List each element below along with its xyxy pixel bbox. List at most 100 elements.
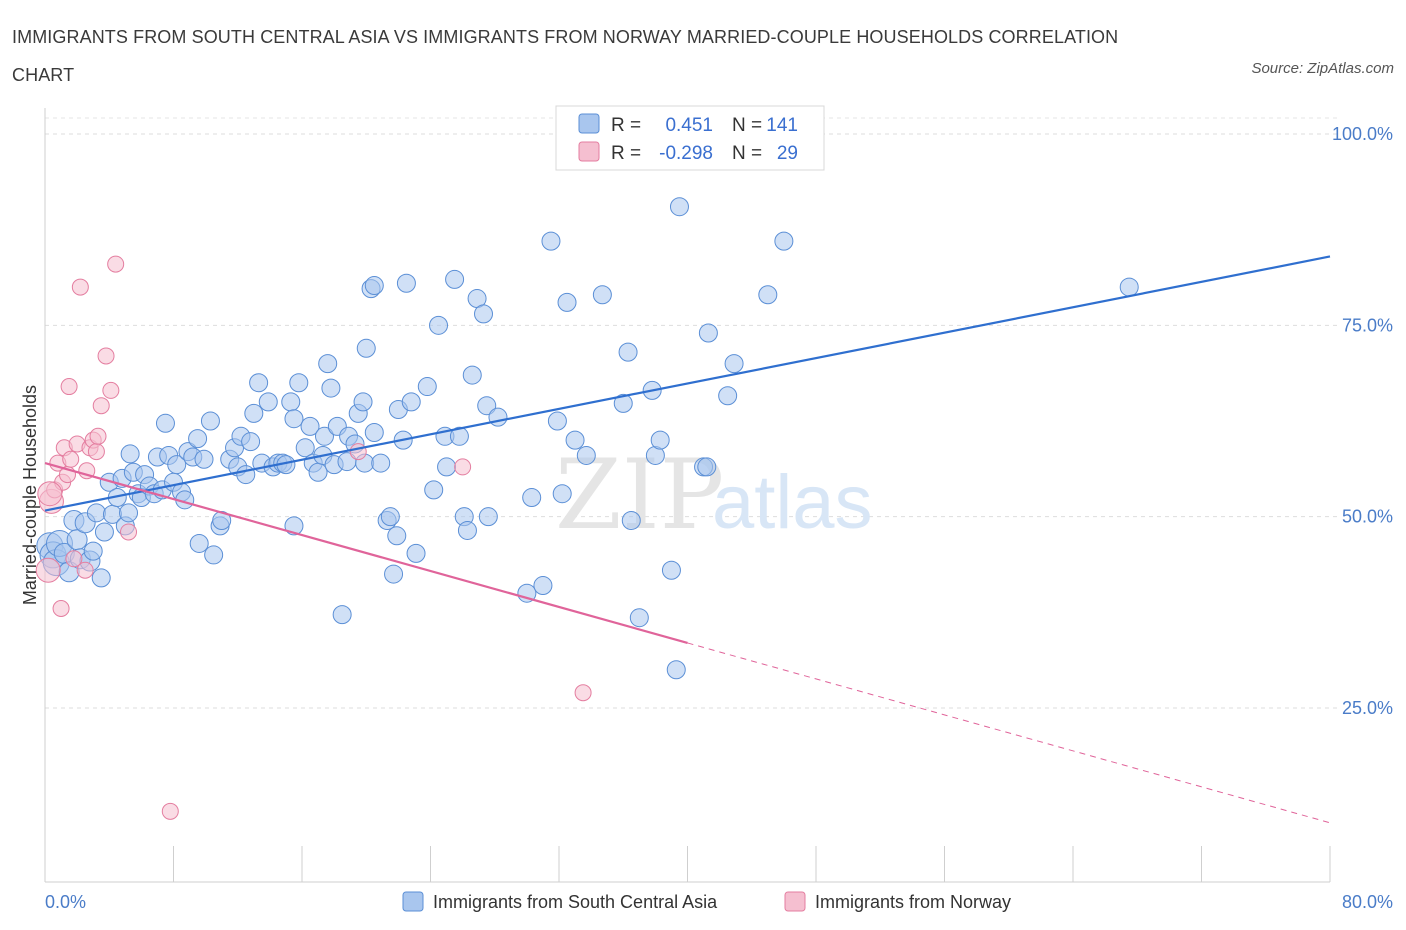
point-sca-131	[698, 323, 718, 343]
point-sca-66	[308, 462, 328, 482]
trend-lines	[44, 255, 1331, 824]
x-tick-marks	[44, 846, 1331, 882]
point-sca-84	[371, 453, 391, 473]
point-norway-25	[349, 443, 367, 461]
point-sca-82	[364, 422, 384, 442]
point-sca-91	[396, 273, 416, 293]
point-sca-80	[356, 338, 376, 358]
point-sca-94	[417, 377, 437, 397]
point-norway-9	[62, 450, 80, 468]
point-sca-103	[462, 365, 482, 385]
point-sca-102	[457, 520, 477, 540]
trend-line-sca	[44, 255, 1331, 512]
point-sca-111	[533, 576, 553, 596]
point-sca-14	[94, 522, 114, 542]
point-sca-122	[629, 608, 649, 628]
point-sca-135	[774, 231, 794, 251]
point-sca-95	[424, 480, 444, 500]
point-sca-107	[478, 507, 498, 527]
point-sca-21	[120, 444, 140, 464]
correlation-legend: R = 0.451 N = 141 R = -0.298 N = 29	[555, 105, 825, 171]
legend-swatch-blue	[578, 113, 600, 134]
point-sca-115	[557, 292, 577, 312]
legend-r-label-2: R =	[611, 143, 641, 164]
point-norway-26	[454, 458, 472, 476]
point-sca-99	[445, 269, 465, 289]
series-legend: Immigrants from South Central Asia Immig…	[402, 891, 1011, 912]
point-sca-40	[194, 449, 214, 469]
bottom-legend-label-blue: Immigrants from South Central Asia	[433, 892, 718, 912]
point-sca-20	[119, 503, 139, 523]
point-sca-130	[697, 457, 717, 477]
point-sca-118	[592, 285, 612, 305]
x-tick-label-min: 0.0%	[45, 892, 86, 912]
bottom-legend-label-pink: Immigrants from Norway	[815, 892, 1011, 912]
point-norway-13	[76, 561, 94, 579]
point-norway-8	[60, 378, 78, 396]
point-sca-41	[200, 411, 220, 431]
legend-n-label-2: N =	[732, 143, 762, 164]
legend-n-label-1: N =	[732, 115, 762, 136]
point-sca-92	[401, 392, 421, 412]
point-sca-100	[449, 426, 469, 446]
point-sca-64	[300, 416, 320, 436]
point-sca-86	[380, 507, 400, 527]
point-sca-59	[281, 392, 301, 412]
point-norway-22	[107, 255, 125, 273]
point-sca-114	[552, 484, 572, 504]
point-sca-39	[189, 533, 209, 553]
point-sca-54	[258, 392, 278, 412]
point-sca-68	[314, 426, 334, 446]
point-sca-108	[488, 407, 508, 427]
point-sca-133	[724, 354, 744, 374]
point-sca-61	[284, 516, 304, 536]
point-sca-30	[155, 413, 175, 433]
x-tick-label-max: 80.0%	[1342, 892, 1393, 912]
legend-r-value-2: -0.298	[659, 143, 713, 164]
point-sca-38	[188, 429, 208, 449]
point-norway-18	[89, 427, 107, 445]
point-sca-62	[289, 373, 309, 393]
point-norway-4	[52, 600, 70, 618]
legend-r-value-1: 0.451	[665, 115, 713, 136]
point-sca-126	[666, 660, 686, 680]
point-sca-106	[477, 396, 497, 416]
point-sca-105	[474, 304, 494, 324]
point-sca-136	[1119, 277, 1139, 297]
point-sca-88	[387, 526, 407, 546]
point-sca-116	[565, 430, 585, 450]
y-tick-label-2: 75.0%	[1342, 315, 1393, 335]
legend-n-value-1: 141	[766, 115, 798, 136]
point-norway-27	[574, 684, 592, 702]
bottom-legend-swatch-blue	[402, 891, 424, 912]
legend-r-label-1: R =	[611, 115, 641, 136]
point-sca-73	[332, 605, 352, 625]
gridlines	[45, 117, 1340, 709]
watermark-atlas: atlas	[712, 460, 873, 545]
point-sca-70	[321, 378, 341, 398]
point-sca-120	[618, 342, 638, 362]
point-sca-60	[284, 409, 304, 429]
point-sca-93	[406, 543, 426, 563]
point-norway-23	[120, 523, 138, 541]
point-sca-113	[547, 411, 567, 431]
point-norway-0	[35, 557, 61, 583]
point-sca-69	[318, 354, 338, 374]
point-sca-98	[437, 457, 457, 477]
point-sca-49	[236, 465, 256, 485]
y-tick-label-3: 100.0%	[1332, 124, 1393, 144]
point-sca-50	[241, 432, 261, 452]
point-sca-87	[384, 564, 404, 584]
point-sca-121	[621, 510, 641, 530]
point-sca-132	[718, 386, 738, 406]
y-tick-label-0: 25.0%	[1342, 698, 1393, 718]
point-sca-52	[249, 373, 269, 393]
y-tick-labels: 25.0% 50.0% 75.0% 100.0%	[1332, 124, 1393, 718]
point-sca-112	[541, 231, 561, 251]
point-norway-24	[161, 802, 179, 820]
legend-n-value-2: 29	[777, 143, 798, 164]
bottom-legend-swatch-pink	[784, 891, 806, 912]
point-sca-51	[244, 403, 264, 423]
point-sca-124	[650, 430, 670, 450]
